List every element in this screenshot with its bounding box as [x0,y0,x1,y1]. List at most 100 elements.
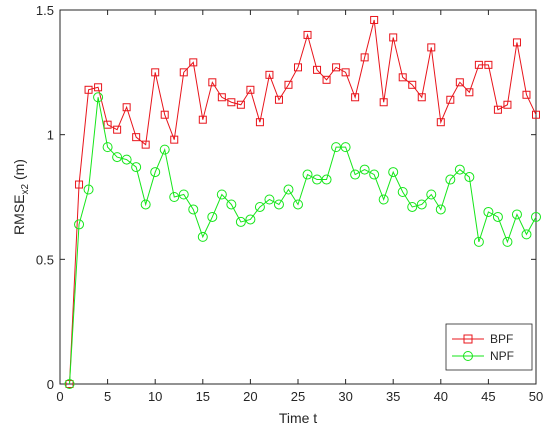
legend-label-npf: NPF [490,349,514,363]
data-point-bpf [493,105,502,114]
y-axis-title-unit: (m) [11,159,27,184]
legend-box [445,323,533,371]
data-point-npf [369,169,380,180]
data-point-bpf [512,38,521,47]
y-axis-title-subscript: x2 [20,184,31,195]
legend-marker-npf [463,351,473,361]
data-point-npf [140,199,151,210]
data-point-npf [388,167,399,178]
data-point-bpf [132,133,141,142]
data-point-npf [378,194,389,205]
plot-area [59,9,537,385]
data-point-npf [350,169,361,180]
x-tick-label: 5 [104,389,111,404]
series-npf [64,92,541,389]
data-point-npf [464,172,475,183]
data-point-npf [397,187,408,198]
data-point-npf [321,174,332,185]
data-point-npf [521,229,532,240]
data-point-npf [93,92,104,103]
data-point-bpf [408,80,417,89]
data-point-bpf [217,93,226,102]
x-tick-label: 50 [529,389,543,404]
data-point-bpf [503,100,512,109]
data-point-npf [445,174,456,185]
data-point-npf [254,201,265,212]
data-point-npf [207,211,218,222]
data-point-bpf [274,95,283,104]
data-point-bpf [208,78,217,87]
data-point-npf [416,199,427,210]
data-point-npf [312,174,323,185]
data-point-npf [64,379,75,389]
data-point-bpf [417,93,426,102]
data-point-npf [283,184,294,195]
data-point-npf [426,189,437,200]
data-point-bpf [474,60,483,69]
series-layer [64,15,541,389]
data-point-bpf [284,80,293,89]
data-point-npf [226,199,237,210]
data-point-bpf [379,98,388,107]
data-point-bpf [141,140,150,149]
data-point-bpf [436,118,445,127]
x-tick-label: 30 [338,389,352,404]
data-point-npf [131,162,142,173]
data-point-bpf [303,30,312,39]
data-point-bpf [246,85,255,94]
data-point-npf [159,144,170,155]
data-point-npf [511,209,522,220]
data-point-bpf [294,63,302,72]
data-point-npf [359,164,370,175]
data-point-bpf [198,115,207,124]
data-point-bpf [189,58,198,67]
data-point-bpf [360,53,369,62]
y-tick-label: 0.5 [36,252,54,267]
data-point-bpf [532,110,540,119]
x-tick-label: 10 [148,389,162,404]
data-point-npf [245,214,256,225]
data-point-bpf [227,98,236,107]
data-point-bpf [370,15,379,24]
axis-ticks: 0 5 10 15 20 25 30 35 40 45 50 0 0.5 1 1.5 [36,3,543,404]
data-point-npf [435,204,446,215]
data-point-bpf [341,68,350,77]
data-point-npf [331,142,342,153]
data-point-bpf [75,180,84,189]
data-point-bpf [84,85,93,94]
data-point-bpf [313,65,322,74]
x-axis-title: Time t [279,410,317,426]
data-point-npf [74,219,85,230]
data-point-npf [112,152,123,163]
series-bpf [65,15,540,388]
y-tick-label: 1 [47,128,54,143]
y-tick-label: 0 [47,377,54,392]
data-point-bpf [446,95,455,104]
data-point-npf [407,201,418,212]
x-tick-label: 25 [291,389,305,404]
data-point-bpf [160,110,169,119]
data-point-npf [197,231,208,242]
data-point-npf [273,199,284,210]
x-tick-label: 35 [386,389,400,404]
data-point-bpf [484,60,493,69]
data-point-bpf [103,120,112,129]
data-point-bpf [236,100,245,109]
data-point-npf [340,142,351,153]
data-point-bpf [332,63,341,72]
data-point-bpf [465,88,474,97]
data-point-npf [293,199,303,210]
data-point-bpf [255,118,264,127]
data-point-bpf [170,135,179,144]
data-point-bpf [113,125,122,134]
data-point-bpf [179,68,188,77]
legend-marker-bpf [463,334,473,344]
x-tick-label: 40 [434,389,448,404]
data-point-npf [473,236,484,247]
data-point-npf [102,142,113,153]
x-tick-label: 15 [196,389,210,404]
data-point-bpf [427,43,436,52]
series-line-bpf [69,19,537,385]
data-point-npf [502,236,513,247]
